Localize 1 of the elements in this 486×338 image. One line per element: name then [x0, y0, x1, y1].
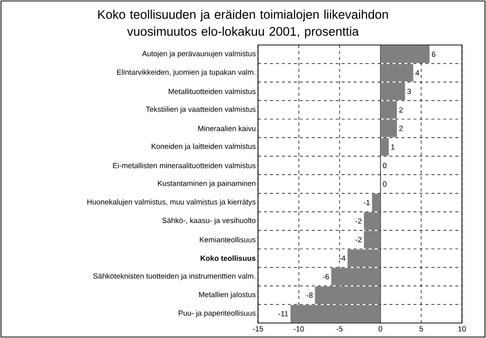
chart-title: Koko teollisuuden ja eräiden toimialojen liikevaihdon vuosimuutos elo-lokakuu 2001, prosenttia: [98, 10, 388, 38]
